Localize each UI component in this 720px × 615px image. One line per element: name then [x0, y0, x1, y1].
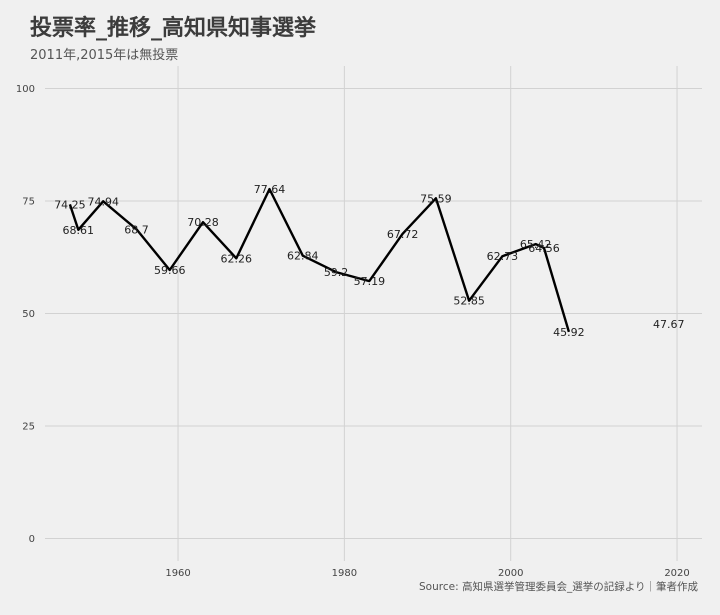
- data-label: 59.66: [154, 264, 186, 277]
- y-tick-label: 75: [22, 197, 35, 208]
- x-tick-label: 2020: [664, 568, 689, 579]
- data-label: 74.94: [87, 195, 119, 208]
- series-line: [68, 187, 571, 333]
- data-label: 64.56: [528, 242, 560, 255]
- y-tick-label: 25: [22, 422, 35, 433]
- x-tick-label: 1960: [165, 568, 190, 579]
- data-label: 62.73: [487, 250, 519, 263]
- y-tick-label: 100: [16, 84, 35, 95]
- data-label: 67.72: [387, 228, 419, 241]
- data-label: 59.2: [324, 266, 349, 279]
- data-label: 68.7: [124, 223, 149, 236]
- data-label: 77.64: [254, 183, 286, 196]
- data-label: 62.26: [221, 252, 253, 265]
- data-label: 45.92: [553, 326, 585, 339]
- x-tick-label: 1980: [332, 568, 357, 579]
- y-tick-label: 0: [29, 534, 35, 545]
- data-label: 52.85: [453, 295, 485, 308]
- data-label: 75.59: [420, 192, 452, 205]
- data-label: 57.19: [354, 275, 386, 288]
- x-tick-label: 2000: [498, 568, 523, 579]
- data-label: 62.84: [287, 250, 319, 263]
- data-label: 65.42: [520, 238, 552, 251]
- y-tick-label: 50: [22, 309, 35, 320]
- chart-caption: Source: 高知県選挙管理委員会_選挙の記録より｜筆者作成: [419, 581, 698, 593]
- chart-title: 投票率_推移_高知県知事選挙: [30, 16, 317, 41]
- data-label: 47.67: [653, 318, 685, 331]
- data-label: 74.25: [54, 198, 86, 211]
- data-label: 70.28: [187, 216, 219, 229]
- data-label: 68.61: [63, 224, 95, 237]
- chart-subtitle: 2011年,2015年は無投票: [30, 48, 179, 63]
